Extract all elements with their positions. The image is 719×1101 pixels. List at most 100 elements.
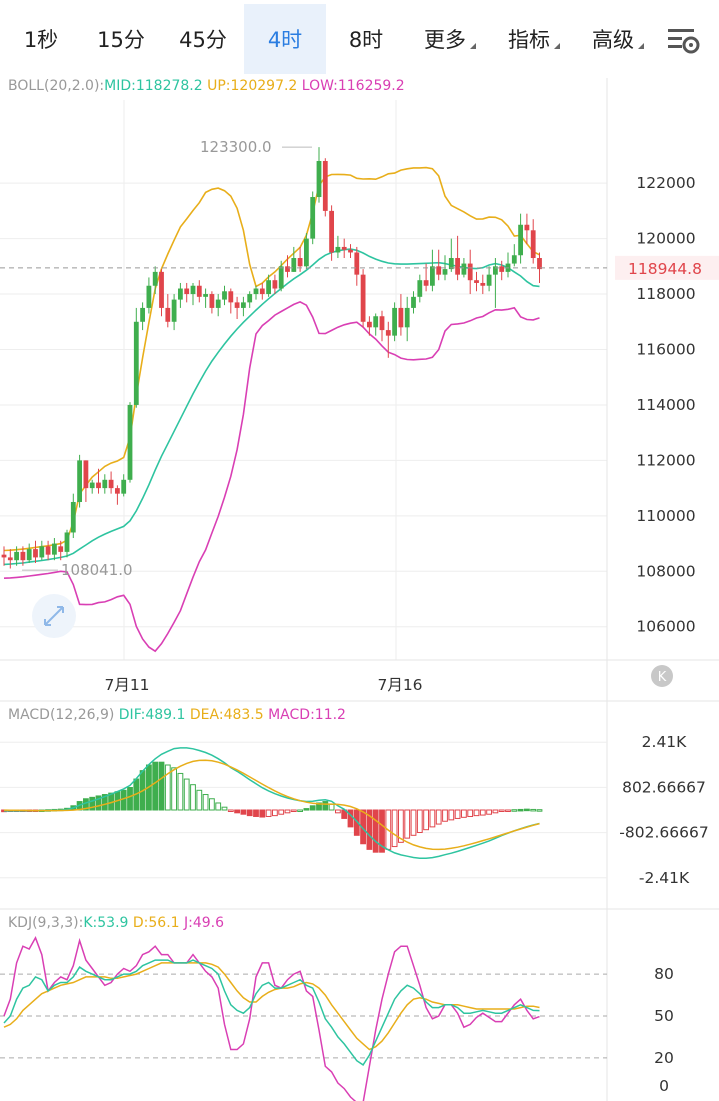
y-tick-label: 110000 [636, 507, 695, 525]
candle-body [215, 299, 221, 308]
macd-histogram-bar [127, 787, 133, 811]
macd-histogram-bar [379, 809, 385, 853]
candle-body [385, 330, 391, 336]
macd-histogram-bar [95, 795, 102, 811]
macd-histogram-bar [253, 809, 259, 817]
candle-body [511, 255, 517, 264]
macd-histogram-bar [328, 803, 335, 811]
macd-histogram-bar [429, 809, 436, 828]
collapse-icon: K [658, 670, 667, 685]
candle-body [297, 258, 303, 267]
candle-body [70, 501, 76, 533]
candle-body [354, 252, 360, 275]
candle-body [411, 296, 416, 308]
macd-histogram-bar [467, 809, 474, 817]
macd-histogram-bar [366, 809, 373, 850]
candle-body [108, 479, 114, 489]
tab-label: 45分 [179, 28, 227, 52]
candle-body [228, 291, 234, 303]
candle-body [83, 460, 89, 489]
candle-body [26, 549, 32, 561]
candle-body [341, 246, 347, 250]
kdj-y-tick-label: 0 [659, 1077, 669, 1095]
macd-histogram-bar [120, 789, 127, 811]
tab-0[interactable]: 1秒 [6, 4, 76, 74]
candle-body [474, 280, 479, 283]
kdj-j-line [3, 936, 540, 1101]
macd-histogram-bar [265, 809, 272, 817]
candle-body [77, 460, 82, 502]
current-price-tag [615, 255, 719, 280]
candle-body [367, 321, 372, 328]
candle-body [335, 246, 341, 253]
y-tick-label: 122000 [636, 174, 695, 192]
candle-body [499, 266, 505, 272]
macd-histogram-bar [322, 801, 329, 811]
candle-body [140, 307, 145, 322]
candle-body [222, 291, 227, 300]
candle-body [121, 479, 127, 494]
candle-body [247, 294, 253, 303]
candle-body [304, 238, 309, 267]
macd-histogram-bar [190, 784, 196, 811]
tab-3[interactable]: 4时 [244, 4, 326, 74]
macd-histogram-bar [227, 809, 234, 812]
y-tick-label: 120000 [636, 230, 695, 248]
kdj-legend-item: J:49.6 [180, 915, 225, 931]
macd-histogram-bar [290, 809, 297, 812]
boll-legend: BOLL(20,2.0):MID:118278.2 UP:120297.2 LO… [8, 78, 405, 94]
tab-6[interactable]: 指标 [494, 4, 574, 74]
tab-7[interactable]: 高级 [578, 4, 658, 74]
y-tick-label: 108000 [636, 562, 695, 580]
macd-histogram-bar [209, 798, 215, 811]
chart-area[interactable]: 122000 120000 118000 116000 114000 112000 1100… [0, 78, 719, 1101]
tab-label: 4时 [267, 28, 303, 52]
candle-body [203, 294, 208, 297]
macd-histogram-bar [498, 809, 505, 812]
candle-body [127, 404, 133, 480]
macd-histogram-bar [353, 809, 360, 836]
macd-histogram-bar [234, 809, 240, 814]
candle-body [234, 302, 240, 308]
tab-4[interactable]: 8时 [326, 4, 406, 74]
macd-histogram-bar [284, 809, 291, 814]
candle-body [316, 160, 322, 198]
candle-body [102, 479, 108, 489]
macd-histogram-bar [416, 809, 423, 833]
tab-1[interactable]: 15分 [84, 4, 158, 74]
boll-legend-item: BOLL(20,2.0): [8, 78, 104, 94]
tab-label: 更多 [424, 28, 466, 52]
candle-body [190, 285, 196, 295]
candle-body [530, 230, 536, 259]
macd-legend: MACD(12,26,9) DIF:489.1 DEA:483.5 MACD:1… [8, 707, 346, 723]
macd-legend-item: MACD:11.2 [264, 707, 346, 723]
chart-settings-button[interactable] [664, 20, 704, 60]
candle-body [241, 302, 246, 308]
candle-body [184, 288, 190, 295]
macd-histogram-bar [177, 772, 184, 811]
macd-histogram-bar [309, 805, 316, 811]
boll-upper-line [3, 166, 540, 552]
tab-label: 1秒 [23, 28, 59, 52]
candle-body [398, 307, 404, 328]
macd-histogram-bar [391, 809, 398, 848]
candle-body [178, 288, 183, 300]
low-price-label: 108041.0 [61, 561, 133, 579]
tab-5[interactable]: 更多 [410, 4, 490, 74]
tab-2[interactable]: 45分 [166, 4, 240, 74]
collapse-button[interactable] [651, 665, 673, 687]
macd-histogram-bar [215, 802, 222, 811]
macd-histogram-bar [303, 808, 310, 811]
candle-body [430, 266, 435, 286]
tab-label: 高级 [592, 28, 634, 52]
candle-body [448, 258, 454, 270]
candle-body [259, 288, 265, 295]
candle-body [115, 488, 120, 494]
macd-histogram-bar [461, 809, 467, 818]
y-tick-label: 106000 [636, 618, 695, 636]
y-tick-label: 116000 [636, 341, 695, 359]
macd-y-tick-label: 2.41K [642, 733, 688, 751]
macd-dif-line [4, 747, 540, 859]
candle-body [272, 280, 278, 289]
dropdown-caret-icon [638, 43, 644, 49]
